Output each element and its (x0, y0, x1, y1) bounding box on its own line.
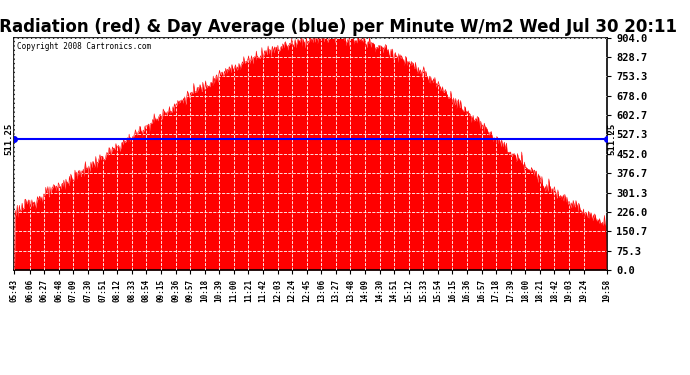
Title: Solar Radiation (red) & Day Average (blue) per Minute W/m2 Wed Jul 30 20:11: Solar Radiation (red) & Day Average (blu… (0, 18, 676, 36)
Text: 511.25: 511.25 (5, 122, 14, 154)
Text: Copyright 2008 Cartronics.com: Copyright 2008 Cartronics.com (17, 42, 151, 51)
Text: 511.25: 511.25 (607, 122, 616, 154)
